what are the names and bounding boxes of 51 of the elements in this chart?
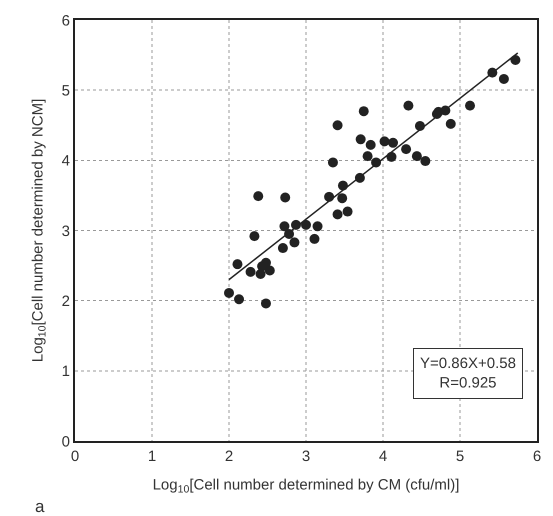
point [337, 193, 348, 204]
point [498, 74, 509, 84]
point [328, 157, 338, 168]
point [380, 136, 390, 146]
point [342, 206, 353, 217]
point [249, 231, 260, 242]
x-tick-label: 2 [224, 448, 234, 465]
x-axis-title: Log$_{10}$[Cell number determined by CM (cfu/ml)] [152, 476, 460, 496]
point [401, 144, 412, 154]
y-tick-label: 5 [62, 82, 70, 100]
annotation: Y=0.86X+0.58 R=0.925 [420, 355, 516, 392]
x-tick-label: 6 [532, 448, 542, 465]
point [388, 138, 398, 148]
point [280, 192, 290, 203]
x-tick-label: 3 [302, 448, 310, 465]
y-tick-label: 0 [62, 433, 70, 450]
point [465, 100, 476, 111]
point [224, 288, 234, 298]
point [256, 269, 266, 279]
point [332, 209, 343, 220]
y-tick-label: 3 [62, 222, 70, 240]
point [362, 151, 373, 162]
point [332, 120, 343, 130]
point [312, 221, 323, 232]
y-tick-label: 2 [62, 292, 70, 310]
point [246, 266, 256, 277]
point [446, 118, 456, 129]
point [356, 134, 366, 144]
point [278, 243, 288, 254]
point [260, 298, 271, 308]
point [232, 259, 242, 270]
point [264, 265, 275, 276]
y-tick-label: 6 [62, 12, 70, 30]
point [403, 100, 414, 111]
point [358, 106, 369, 116]
x-tick-label: 5 [456, 448, 464, 465]
point [289, 237, 300, 248]
point [279, 221, 290, 232]
x-tick-label: 1 [148, 448, 156, 465]
y-tick-label: 1 [62, 363, 70, 380]
point [253, 191, 264, 202]
point [260, 258, 271, 268]
point [309, 234, 320, 244]
point [301, 220, 311, 230]
point [420, 156, 430, 166]
x-tick-label: 4 [378, 448, 388, 465]
point [366, 140, 376, 150]
y-tick-label: 4 [62, 152, 70, 170]
point [412, 151, 422, 162]
point [234, 294, 244, 304]
text: a [35, 497, 45, 516]
